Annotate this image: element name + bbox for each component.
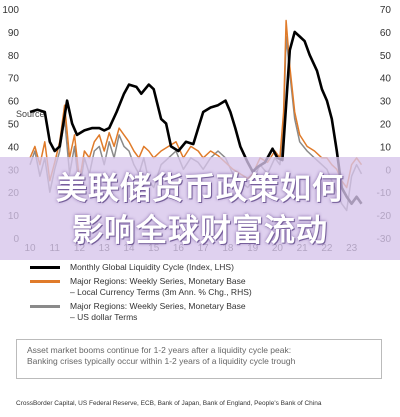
overlay-title-line1: 美联储货币政策如何: [56, 171, 344, 207]
legend-label: Major Regions: Weekly Series, Monetary B…: [70, 276, 252, 298]
y-left-tick-label: 100: [2, 5, 19, 16]
series-liquidity-cycle: [29, 30, 363, 205]
note-line: Banking crises typically occur within 1-…: [27, 356, 296, 366]
note-line: Asset market booms continue for 1-2 year…: [27, 345, 292, 355]
legend-label-line: Major Regions: Weekly Series, Monetary B…: [70, 276, 246, 286]
y-right-tick-label: 30: [380, 97, 392, 108]
y-right-tick-label: 10: [380, 142, 392, 153]
legend: Monthly Global Liquidity Cycle (Index, L…: [30, 262, 390, 326]
legend-swatch-black: [30, 266, 60, 269]
legend-item-liquidity-cycle: Monthly Global Liquidity Cycle (Index, L…: [30, 262, 390, 273]
legend-label-line: – US dollar Terms: [70, 312, 138, 322]
source-label: Source: [16, 109, 45, 119]
source-footer: CrossBorder Capital, US Federal Reserve,…: [16, 400, 322, 407]
y-right-tick-label: 40: [380, 74, 392, 85]
legend-label: Major Regions: Weekly Series, Monetary B…: [70, 301, 246, 323]
y-left-tick-label: 50: [8, 120, 20, 131]
y-right-tick-label: 70: [380, 5, 392, 16]
y-left-tick-label: 60: [8, 97, 20, 108]
legend-label-line: – Local Currency Terms (3m Ann. % Chg., …: [70, 287, 252, 297]
overlay-title-line2: 影响全球财富流动: [72, 213, 328, 249]
legend-swatch-orange: [30, 280, 60, 283]
y-right-tick-label: 20: [380, 120, 392, 131]
y-left-tick-label: 90: [8, 28, 20, 39]
title-overlay: [0, 157, 400, 260]
legend-swatch-gray: [30, 305, 60, 308]
y-left-tick-label: 70: [8, 74, 20, 85]
y-right-tick-label: 60: [380, 28, 392, 39]
legend-item-local-currency: Major Regions: Weekly Series, Monetary B…: [30, 276, 390, 298]
y-left-tick-label: 80: [8, 51, 20, 62]
y-right-tick-label: 50: [380, 51, 392, 62]
note-box: Asset market booms continue for 1-2 year…: [16, 339, 382, 379]
y-left-tick-label: 40: [8, 142, 20, 153]
legend-label: Monthly Global Liquidity Cycle (Index, L…: [70, 262, 234, 273]
legend-label-line: Monthly Global Liquidity Cycle (Index, L…: [70, 262, 234, 272]
legend-label-line: Major Regions: Weekly Series, Monetary B…: [70, 301, 246, 311]
legend-item-us-dollar: Major Regions: Weekly Series, Monetary B…: [30, 301, 390, 323]
